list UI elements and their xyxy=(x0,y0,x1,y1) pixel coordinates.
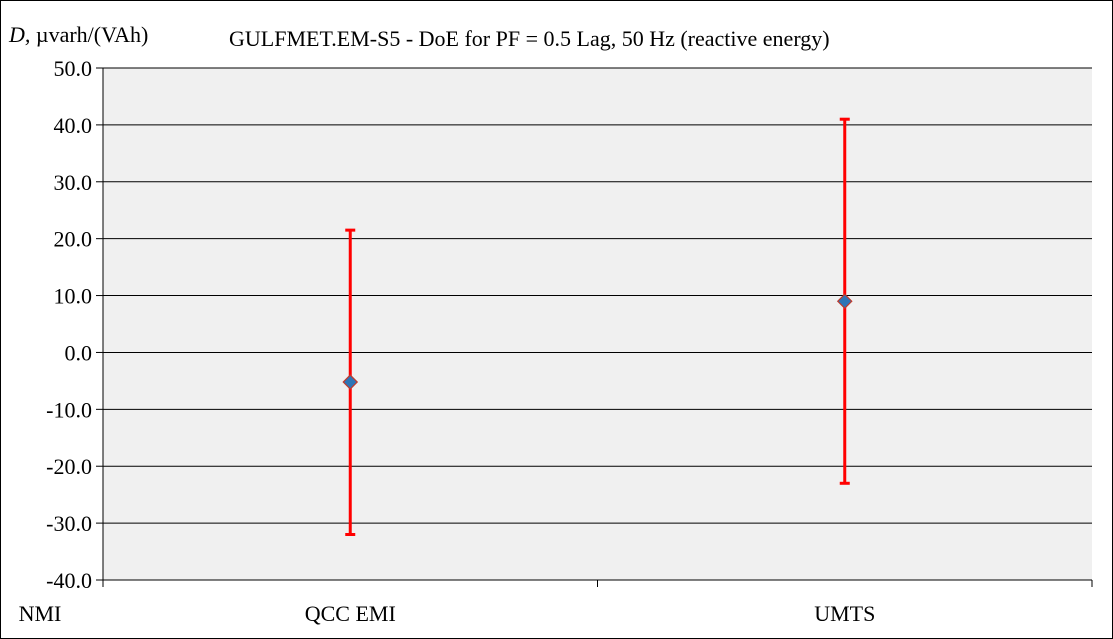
chart-title: GULFMET.EM-S5 - DoE for PF = 0.5 Lag, 50… xyxy=(229,26,830,51)
y-tick-label: 40.0 xyxy=(54,113,93,138)
y-tick-label: 0.0 xyxy=(65,340,93,365)
data-point-marker xyxy=(342,374,359,390)
y-tick-label: 50.0 xyxy=(54,56,93,81)
y-axis-symbol: D, xyxy=(9,22,31,47)
y-tick-label: -10.0 xyxy=(46,397,92,422)
y-tick-label: 20.0 xyxy=(54,227,93,252)
y-axis-label: D, µvarh/(VAh) xyxy=(9,22,148,48)
y-tick-label: -30.0 xyxy=(46,511,92,536)
y-axis-unit: µvarh/(VAh) xyxy=(35,22,149,47)
x-tick-labels: NMI QCC EMI UMTS xyxy=(19,601,876,626)
data-point-marker xyxy=(836,293,853,310)
gridlines xyxy=(96,67,1092,581)
y-tick-label: 10.0 xyxy=(54,284,93,309)
y-tick-labels: 50.0 40.0 30.0 20.0 10.0 0.0 -10.0 -20.0 -30.0 -4… xyxy=(46,56,92,593)
axes xyxy=(102,68,1093,587)
data-points xyxy=(342,293,853,390)
x-tick-label: NMI xyxy=(19,601,62,626)
y-tick-label: 30.0 xyxy=(54,170,93,195)
y-tick-label: -40.0 xyxy=(46,568,92,593)
x-tick-label: QCC EMI xyxy=(305,601,396,626)
x-tick-label: UMTS xyxy=(814,601,875,626)
plot-area xyxy=(103,68,1092,580)
y-tick-label: -20.0 xyxy=(46,454,92,479)
